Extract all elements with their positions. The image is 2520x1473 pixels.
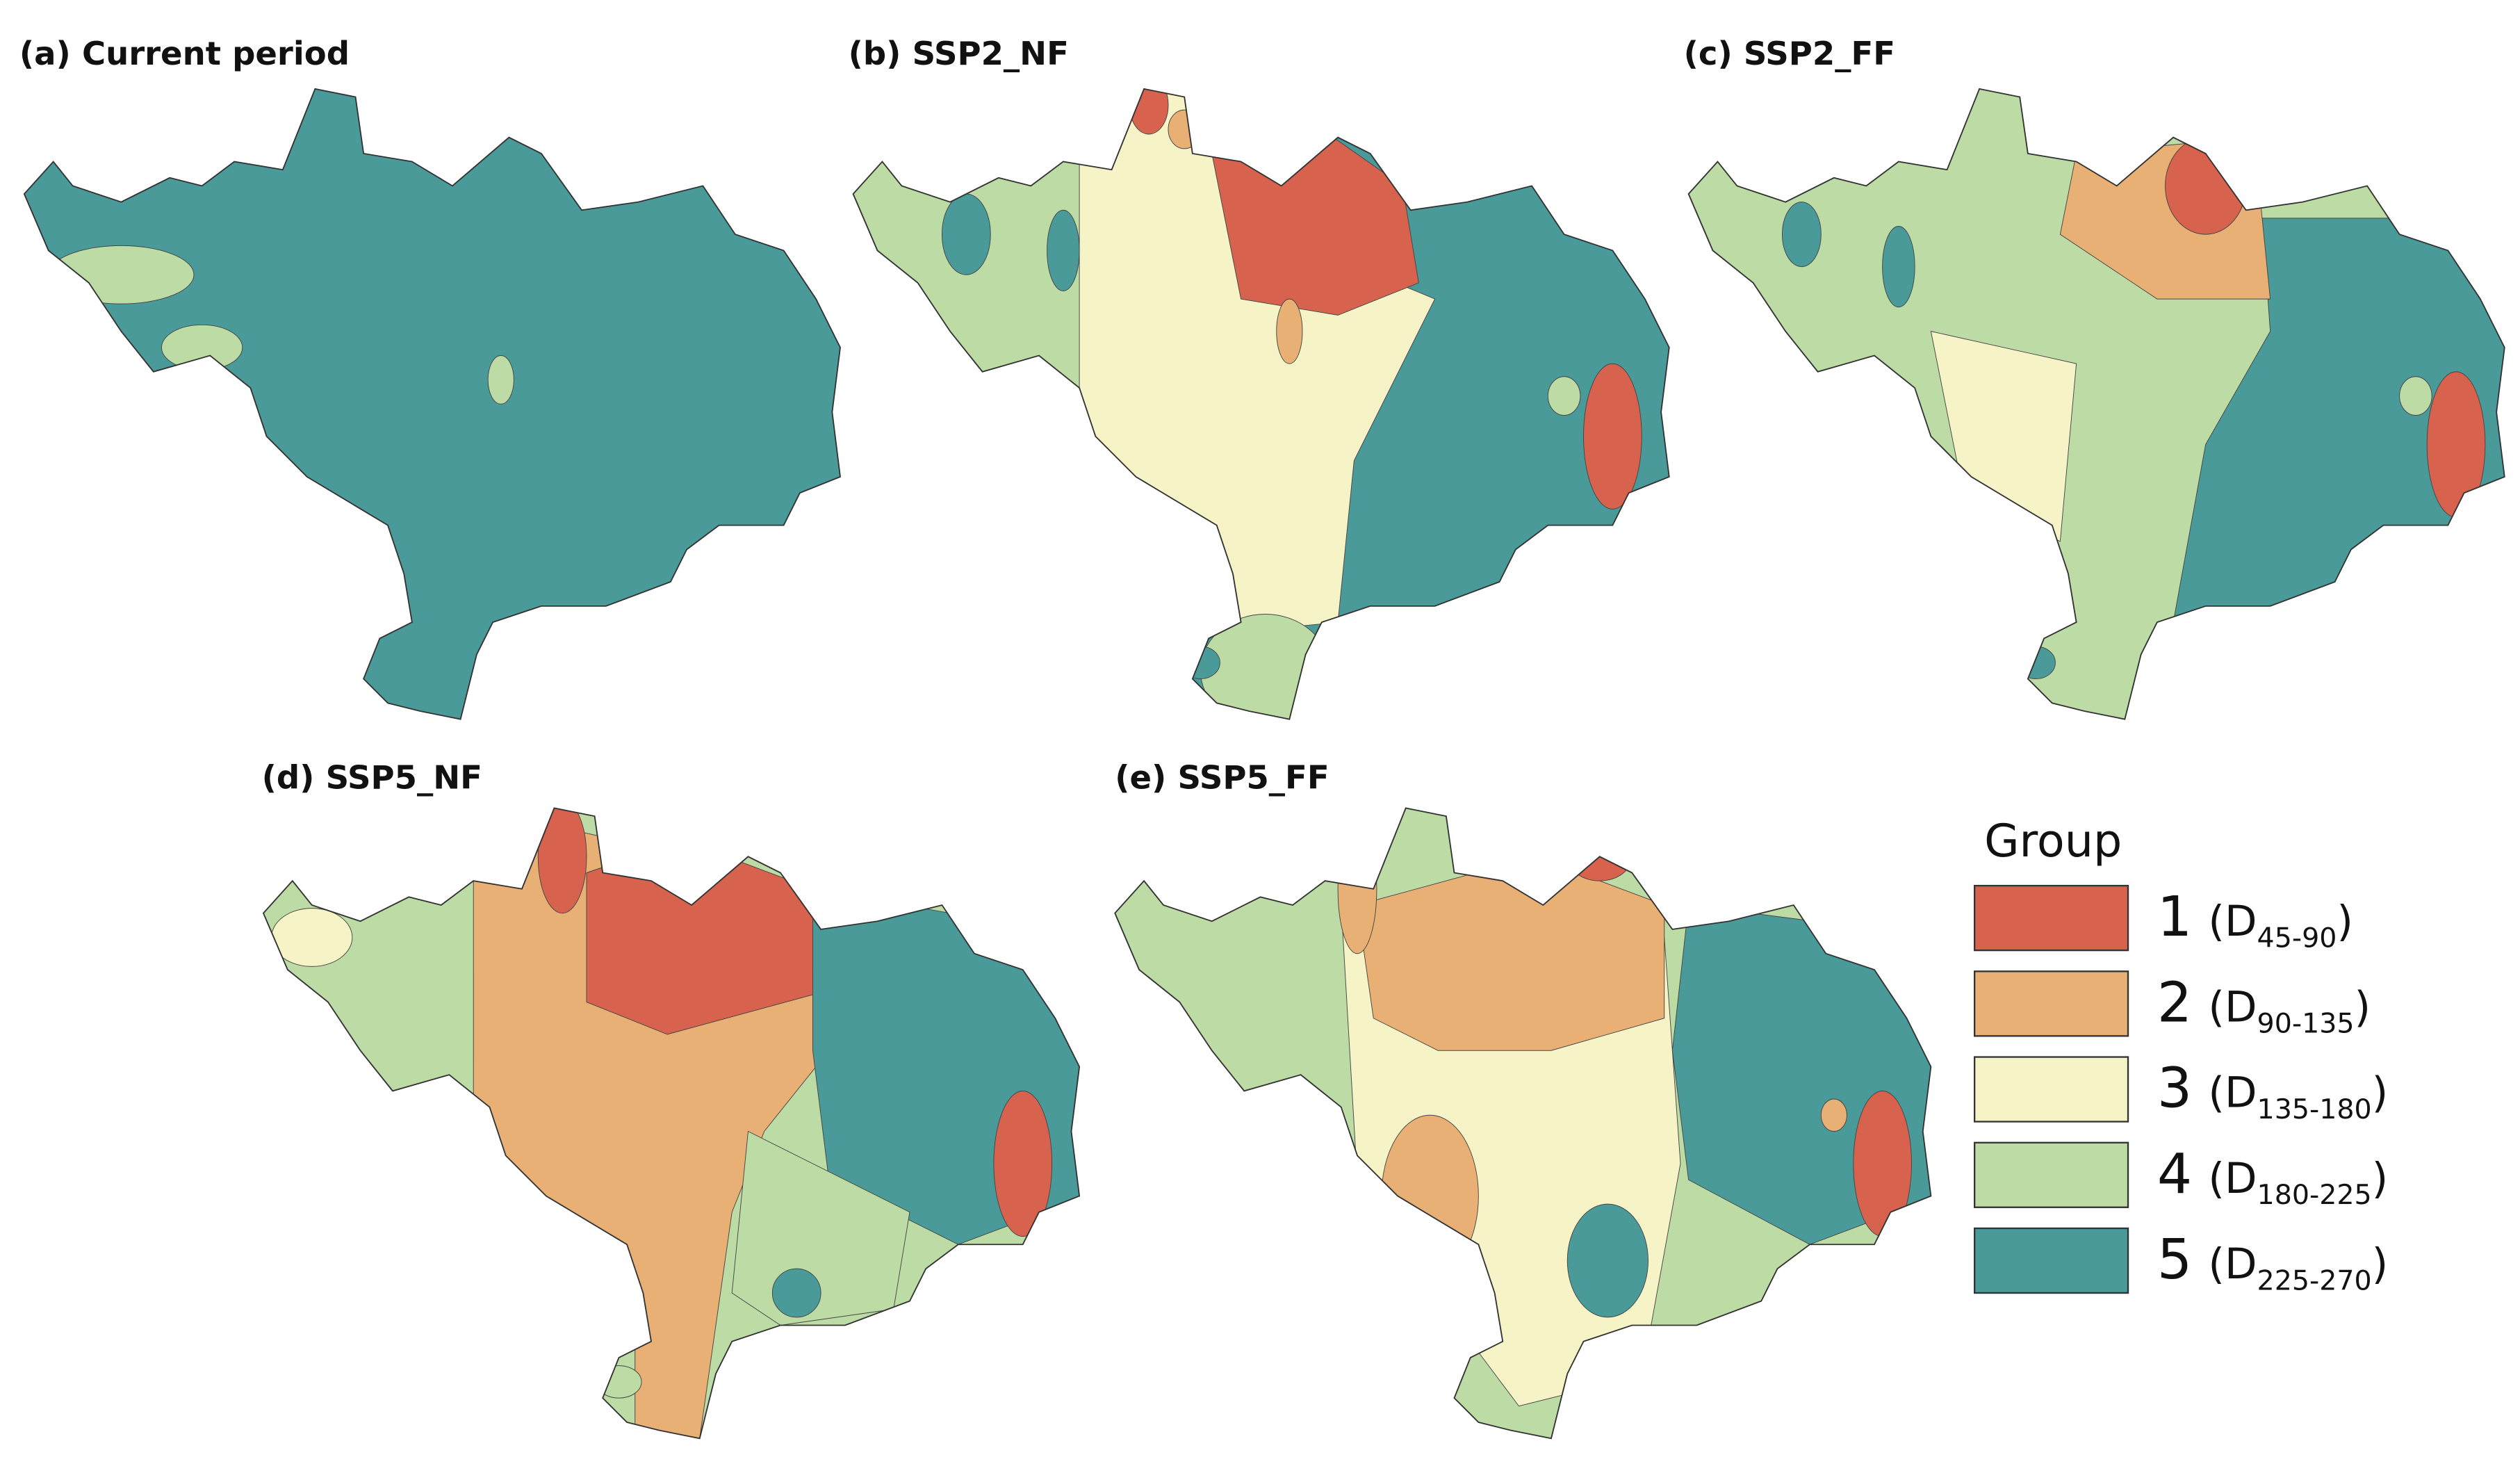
legend-prefix: (D bbox=[2208, 897, 2257, 946]
legend-entry: 1 (D45-90) bbox=[2157, 885, 2353, 954]
panel-title: (a) Current period bbox=[19, 35, 350, 72]
legend-prefix: (D bbox=[2208, 983, 2257, 1032]
legend-prefix: (D bbox=[2208, 1069, 2257, 1118]
panel-title: (e) SSP5_FF bbox=[1115, 759, 1329, 797]
legend: 1 (D45-90)2 (D90-135)3 (D135-180)4 (D180-225… bbox=[1973, 884, 2388, 1296]
legend-swatch bbox=[1973, 884, 2129, 952]
panel-title: (b) SSP2_NF bbox=[849, 35, 1069, 72]
legend-label: 2 bbox=[2157, 970, 2192, 1034]
legend-label: 5 bbox=[2157, 1228, 2192, 1292]
legend-swatch bbox=[1973, 970, 2129, 1037]
map-d bbox=[262, 807, 1081, 1440]
legend-range: 135-180 bbox=[2257, 1093, 2372, 1125]
legend-range: 180-225 bbox=[2257, 1179, 2372, 1211]
legend-suffix: ) bbox=[2372, 1155, 2389, 1203]
map-b bbox=[852, 88, 1670, 720]
legend-entry: 2 (D90-135) bbox=[2157, 970, 2371, 1039]
legend-entry: 5 (D225-270) bbox=[2157, 1228, 2388, 1296]
map-c bbox=[1687, 88, 2505, 720]
legend-entry: 4 (D180-225) bbox=[2157, 1142, 2388, 1211]
legend-range: 225-270 bbox=[2257, 1264, 2372, 1296]
legend-prefix: (D bbox=[2208, 1155, 2257, 1203]
map-e bbox=[1114, 807, 1932, 1440]
legend-label: 4 bbox=[2157, 1142, 2192, 1206]
legend-entry: 3 (D135-180) bbox=[2157, 1057, 2388, 1125]
legend-swatch bbox=[1973, 1227, 2129, 1294]
legend-range: 90-135 bbox=[2257, 1008, 2355, 1040]
panel-title: (d) SSP5_NF bbox=[262, 759, 482, 797]
panel-title: (c) SSP2_FF bbox=[1684, 35, 1895, 72]
legend-prefix: (D bbox=[2208, 1240, 2257, 1289]
legend-label: 1 bbox=[2157, 885, 2192, 949]
legend-suffix: ) bbox=[2372, 1240, 2389, 1289]
legend-swatch bbox=[1973, 1056, 2129, 1123]
legend-suffix: ) bbox=[2372, 1069, 2389, 1118]
legend-suffix: ) bbox=[2355, 983, 2371, 1032]
legend-range: 45-90 bbox=[2257, 922, 2337, 954]
legend-suffix: ) bbox=[2337, 897, 2353, 946]
legend-swatch bbox=[1973, 1141, 2129, 1208]
legend-title: Group bbox=[1984, 815, 2122, 868]
map-a bbox=[23, 88, 842, 720]
legend-label: 3 bbox=[2157, 1057, 2192, 1121]
